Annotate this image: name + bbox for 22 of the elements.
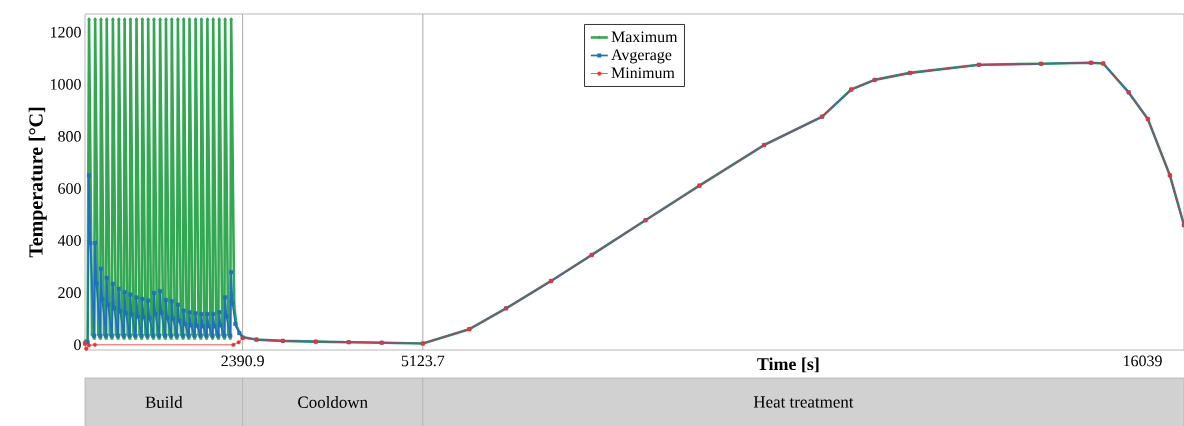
legend-label: Avgerage bbox=[611, 49, 672, 64]
x-tick-label: 5123.7 bbox=[401, 355, 445, 367]
y-tick-label: 400 bbox=[57, 235, 81, 246]
x-tick-label: 2390.9 bbox=[221, 355, 264, 367]
y-tick-label: 1200 bbox=[51, 26, 81, 38]
point bbox=[231, 342, 236, 347]
y-tick-label: 1000 bbox=[51, 78, 81, 90]
y-tick-label: 200 bbox=[58, 287, 81, 299]
point bbox=[236, 340, 241, 345]
legend-label: Maximum bbox=[611, 31, 678, 43]
point bbox=[92, 342, 97, 347]
text: Heat treatment bbox=[753, 396, 854, 408]
legend-label: Minimum bbox=[611, 67, 675, 79]
x-axis-title: Time [s] bbox=[757, 357, 819, 373]
y-tick-label: 800 bbox=[58, 131, 81, 142]
text: Build bbox=[145, 396, 183, 408]
y-axis-title: Temperature [°C] bbox=[28, 107, 47, 258]
y-tick-label: 0 bbox=[74, 339, 81, 351]
x-tick-label: 16039 bbox=[1124, 355, 1162, 367]
text: Cooldown bbox=[298, 396, 368, 408]
y-tick-label: 600 bbox=[58, 183, 81, 194]
point bbox=[84, 346, 89, 351]
